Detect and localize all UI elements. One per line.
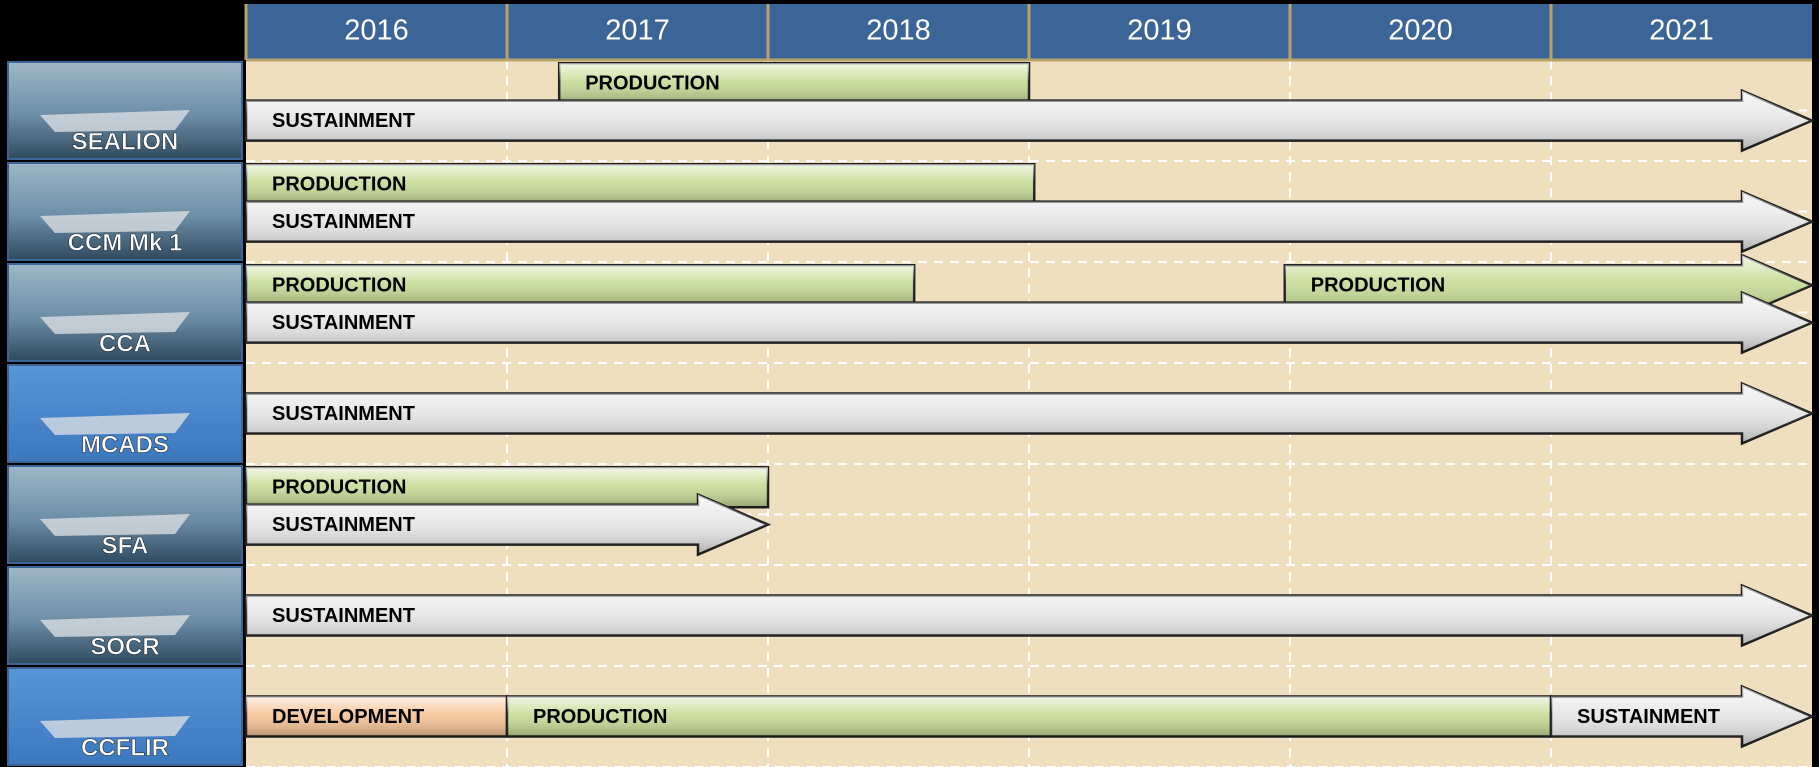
phase-label: DEVELOPMENT bbox=[272, 706, 424, 728]
roadmap-chart: 2016 2017 2018 2019 2020 2021 SEALION PRODUCTI… bbox=[0, 0, 1819, 767]
row-label: MCADS bbox=[81, 431, 169, 458]
year-label: 2020 bbox=[1388, 15, 1453, 47]
phase-label: PRODUCTION bbox=[272, 477, 406, 499]
row-label: CCM Mk 1 bbox=[68, 229, 183, 256]
row-label: CCA bbox=[99, 330, 151, 357]
year-label: 2021 bbox=[1649, 15, 1714, 47]
phase-label: PRODUCTION bbox=[272, 275, 406, 297]
year-label: 2017 bbox=[605, 15, 670, 47]
phase-label: PRODUCTION bbox=[533, 706, 667, 728]
row-label: SFA bbox=[102, 532, 149, 559]
phase-label: SUSTAINMENT bbox=[1577, 706, 1720, 728]
phase-label: SUSTAINMENT bbox=[272, 403, 415, 425]
phase-label: SUSTAINMENT bbox=[272, 312, 415, 334]
year-label: 2018 bbox=[866, 15, 931, 47]
phase-label: SUSTAINMENT bbox=[272, 514, 415, 536]
phase-label: SUSTAINMENT bbox=[272, 211, 415, 233]
phase-label: PRODUCTION bbox=[1311, 275, 1445, 297]
row-label: CCFLIR bbox=[81, 734, 169, 761]
year-label: 2019 bbox=[1127, 15, 1192, 47]
phase-label: SUSTAINMENT bbox=[272, 605, 415, 627]
phase-label: PRODUCTION bbox=[272, 174, 406, 196]
row-label: SEALION bbox=[72, 128, 179, 155]
row-label: SOCR bbox=[90, 633, 159, 660]
phase-label: SUSTAINMENT bbox=[272, 110, 415, 132]
phase-label: PRODUCTION bbox=[585, 73, 719, 95]
year-label: 2016 bbox=[344, 15, 409, 47]
